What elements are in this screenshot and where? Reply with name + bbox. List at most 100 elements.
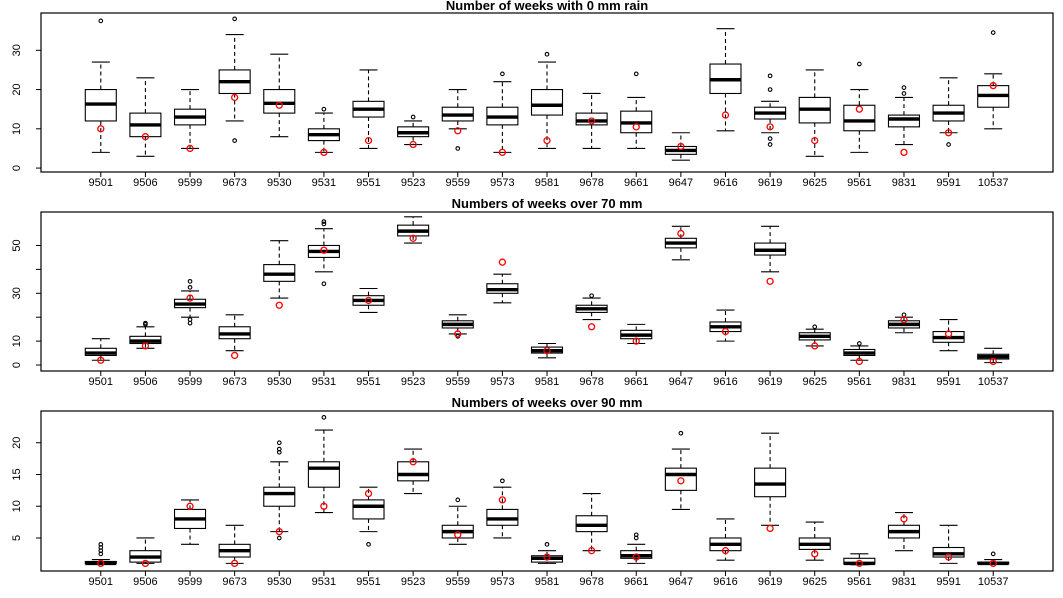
outlier-point bbox=[990, 30, 996, 35]
boxplot-9661 bbox=[620, 532, 653, 564]
boxplot-9619 bbox=[754, 73, 787, 147]
observed-point bbox=[944, 553, 953, 561]
x-tick-label: 9661 bbox=[624, 177, 648, 189]
observed-point bbox=[587, 323, 596, 331]
x-tick-label: 9531 bbox=[312, 576, 336, 588]
observed-point bbox=[677, 477, 685, 485]
observed-point bbox=[766, 277, 774, 285]
box-rect bbox=[263, 89, 296, 114]
boxplot-9523 bbox=[397, 448, 430, 495]
y-tick-label: 5 bbox=[11, 535, 23, 541]
observed-point bbox=[811, 136, 819, 145]
boxplot-9673 bbox=[218, 16, 251, 143]
observed-point bbox=[855, 105, 863, 113]
boxplot-9530 bbox=[263, 440, 296, 541]
x-tick-label: 9581 bbox=[535, 177, 559, 189]
outlier-point bbox=[500, 71, 505, 77]
x-tick-label: 9551 bbox=[356, 376, 380, 388]
x-tick-label: 9573 bbox=[490, 576, 514, 588]
boxplot-9551 bbox=[352, 69, 385, 149]
y-tick-label: 0 bbox=[11, 362, 23, 368]
x-tick-label: 9678 bbox=[579, 376, 603, 388]
boxplot-9678 bbox=[575, 492, 608, 555]
outlier-point bbox=[366, 541, 371, 547]
observed-point bbox=[811, 342, 819, 350]
boxplot-9599 bbox=[173, 499, 207, 545]
boxplot-9599 bbox=[173, 89, 207, 153]
x-tick-label: 9616 bbox=[713, 576, 737, 588]
observed-point bbox=[855, 559, 863, 568]
observed-point bbox=[632, 123, 640, 131]
outlier-point bbox=[321, 414, 327, 420]
boxplot-9591 bbox=[932, 77, 965, 147]
panel-weeks-over-90mm: Numbers of weeks over 90 mm 5 10 15 20 9501 9… bbox=[11, 398, 1054, 588]
boxplot-9616 bbox=[709, 518, 742, 561]
boxplot-9551 bbox=[352, 287, 385, 313]
y-tick-label: 50 bbox=[11, 239, 23, 251]
observed-point bbox=[454, 531, 462, 539]
boxplot-9625 bbox=[798, 69, 831, 157]
observed-point bbox=[989, 81, 997, 90]
observed-point bbox=[320, 148, 328, 157]
x-tick-label: 9678 bbox=[579, 576, 603, 588]
observed-point bbox=[275, 301, 283, 309]
observed-point bbox=[364, 136, 373, 145]
x-tick-label: 9581 bbox=[535, 576, 559, 588]
observed-point bbox=[275, 101, 283, 109]
boxplot-9678 bbox=[575, 92, 608, 149]
boxplot-9616 bbox=[709, 309, 742, 342]
chart-title: Numbers of weeks over 70 mm bbox=[452, 199, 643, 211]
x-tick-label: 9831 bbox=[892, 376, 916, 388]
observed-point bbox=[944, 129, 953, 137]
boxplot-9531 bbox=[307, 106, 340, 157]
outlier-point bbox=[187, 278, 193, 284]
x-tick-label: 9619 bbox=[758, 376, 782, 388]
observed-point bbox=[677, 229, 685, 238]
y-tick-label: 15 bbox=[11, 468, 23, 480]
box-rect bbox=[307, 461, 340, 488]
box-rect bbox=[352, 499, 385, 520]
observed-point bbox=[543, 347, 551, 355]
outlier-point bbox=[276, 535, 282, 541]
observed-point bbox=[97, 356, 105, 364]
observed-point bbox=[364, 489, 373, 498]
outlier-point bbox=[767, 73, 773, 79]
x-tick-label: 9531 bbox=[312, 376, 336, 388]
x-tick-label: 9647 bbox=[669, 177, 693, 189]
outlier-point bbox=[990, 551, 996, 557]
observed-point bbox=[855, 357, 863, 366]
outlier-point bbox=[276, 449, 282, 455]
outlier-point bbox=[812, 324, 818, 330]
outlier-point bbox=[633, 535, 639, 541]
y-tick-label: 0 bbox=[11, 165, 23, 171]
boxplot-9619 bbox=[754, 225, 787, 285]
boxplot-9619 bbox=[754, 432, 787, 533]
x-tick-label: 9501 bbox=[89, 376, 113, 388]
observed-point bbox=[409, 458, 417, 466]
boxplot-9625 bbox=[798, 324, 831, 350]
boxplot-9506 bbox=[129, 77, 162, 157]
boxplot-9581 bbox=[530, 51, 564, 149]
x-tick-label: 9559 bbox=[446, 576, 470, 588]
observed-point bbox=[677, 142, 685, 151]
boxplot-9530 bbox=[263, 240, 296, 309]
boxplot-9530 bbox=[263, 53, 296, 138]
x-tick-label: 9506 bbox=[133, 376, 157, 388]
boxplot-9661 bbox=[620, 71, 653, 149]
boxplot-9581 bbox=[530, 541, 564, 564]
x-tick-label: 10537 bbox=[978, 576, 1009, 588]
x-tick-label: 9673 bbox=[222, 376, 246, 388]
observed-point bbox=[766, 123, 774, 131]
boxplot-9531 bbox=[307, 219, 340, 287]
x-tick-label: 9581 bbox=[535, 376, 559, 388]
boxplot-9559 bbox=[441, 314, 474, 339]
boxplot-9531 bbox=[307, 414, 340, 514]
observed-point bbox=[721, 327, 730, 336]
boxplot-9673 bbox=[218, 524, 251, 568]
x-tick-label: 9619 bbox=[758, 576, 782, 588]
x-tick-label: 10537 bbox=[978, 376, 1009, 388]
observed-point bbox=[454, 127, 462, 135]
x-tick-label: 9530 bbox=[267, 376, 291, 388]
observed-point bbox=[186, 144, 194, 153]
observed-point bbox=[320, 246, 328, 254]
